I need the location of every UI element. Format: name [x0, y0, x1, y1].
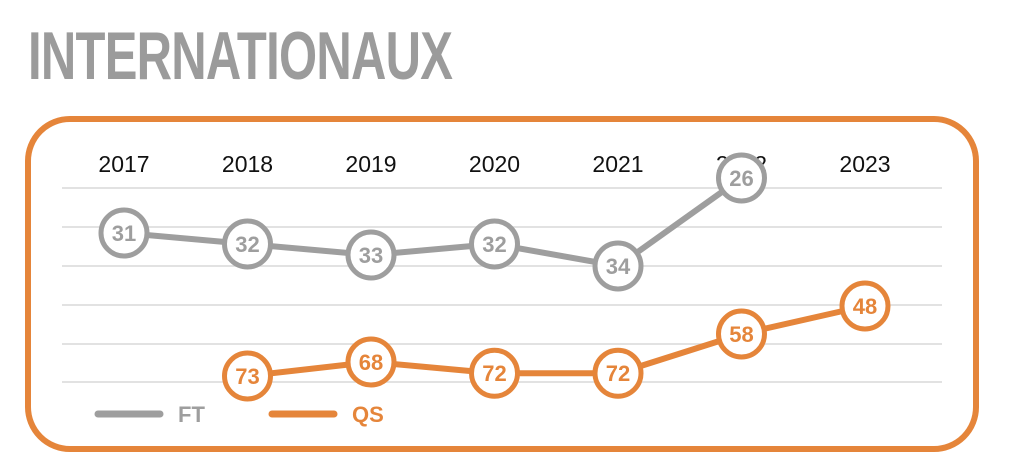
chart-frame	[25, 116, 979, 452]
point-marker-ft	[716, 152, 767, 204]
year-label: 2021	[592, 151, 643, 177]
data-label-ft: 26	[729, 166, 753, 191]
year-label: 2018	[222, 151, 273, 177]
series-line-ft	[123, 175, 744, 269]
data-label-ft: 31	[112, 221, 136, 246]
data-label-qs: 72	[606, 361, 630, 386]
point-marker-qs	[222, 350, 273, 402]
data-label-qs: 73	[235, 364, 259, 389]
data-label-ft: 32	[235, 232, 259, 257]
year-label: 2017	[98, 151, 149, 177]
data-label-qs: 72	[482, 361, 506, 386]
legend: FT QS	[94, 402, 384, 427]
year-labels: 2017201820192020202120222023	[98, 151, 890, 177]
point-marker-ft	[592, 240, 644, 292]
data-label-ft: 32	[482, 232, 506, 257]
legend-label-ft: FT	[178, 402, 205, 427]
year-label: 2023	[839, 151, 890, 177]
data-label-qs: 58	[729, 322, 753, 347]
year-label: 2019	[345, 151, 396, 177]
data-label-ft: 33	[359, 243, 383, 268]
data-label-qs: 68	[359, 350, 383, 375]
page-title: INTERNATIONAUX	[28, 18, 453, 94]
point-marker-ft	[98, 207, 150, 259]
legend-label-qs: QS	[352, 402, 384, 427]
series-line-qs	[247, 303, 866, 379]
point-marker-qs	[716, 308, 767, 360]
point-marker-ft	[345, 229, 397, 281]
year-label: 2020	[469, 151, 520, 177]
point-marker-ft	[469, 218, 520, 270]
data-points: 31 32 33 32 34 26 73 68 72 72 58 48	[98, 152, 891, 402]
point-marker-qs	[469, 347, 520, 399]
point-marker-qs	[592, 347, 644, 399]
point-marker-ft	[222, 218, 273, 270]
data-label-ft: 34	[606, 254, 631, 279]
data-label-qs: 48	[853, 294, 877, 319]
point-marker-qs	[839, 280, 891, 332]
point-marker-qs	[345, 336, 397, 388]
